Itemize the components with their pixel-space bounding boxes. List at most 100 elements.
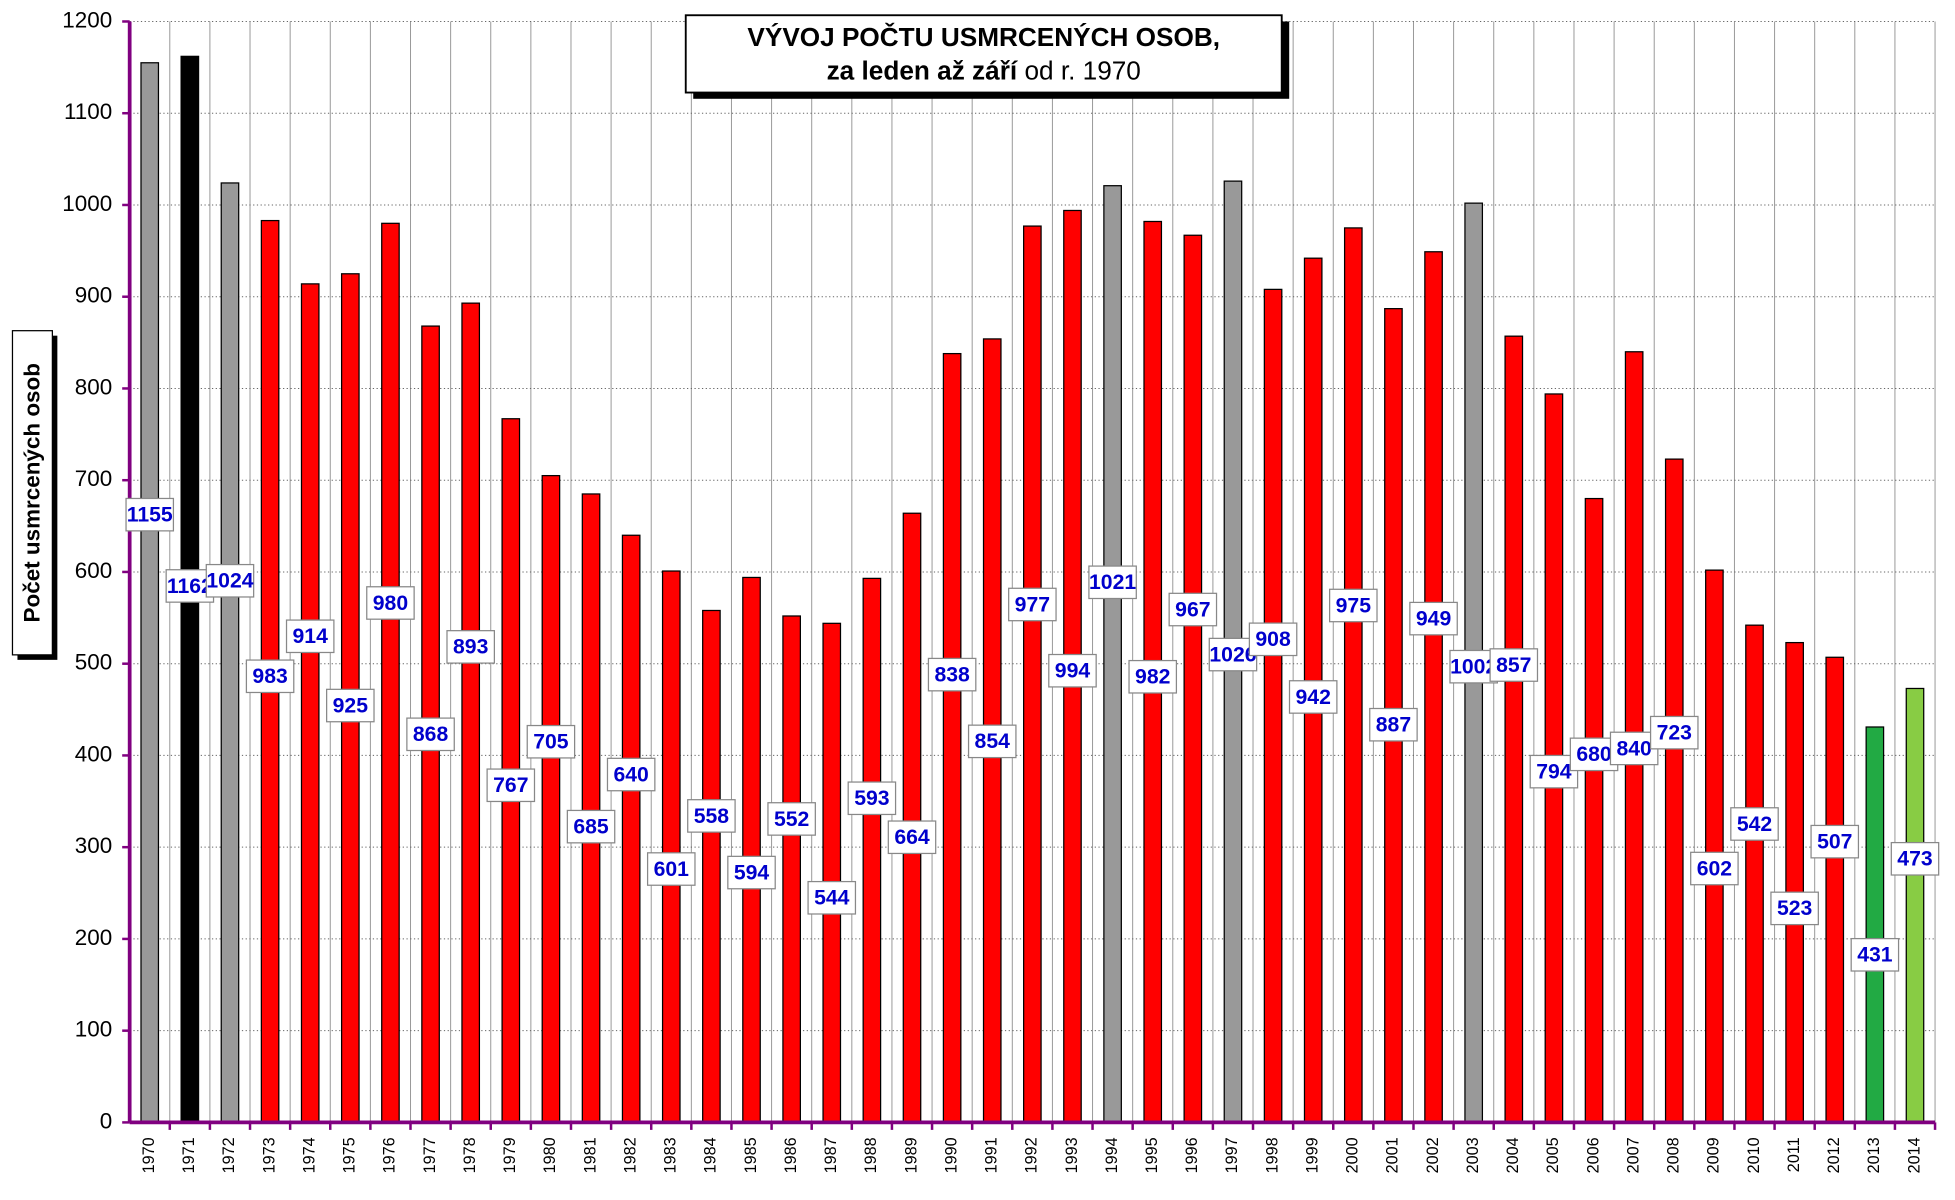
- value-label-box: [887, 820, 937, 855]
- x-tick-label: 1986: [782, 1137, 800, 1173]
- y-tick-label: 1000: [62, 191, 112, 216]
- x-tick-label: 1991: [983, 1137, 1001, 1173]
- bar: [1745, 624, 1764, 1124]
- value-label-box: [1409, 601, 1458, 636]
- value-label: 887: [1376, 714, 1411, 737]
- value-label: 893: [453, 636, 489, 659]
- value-label-box: [1128, 659, 1178, 694]
- value-label-box: [1329, 588, 1378, 623]
- value-label-box: [1248, 622, 1298, 657]
- value-label: 685: [573, 815, 609, 838]
- value-label: 602: [1697, 857, 1732, 880]
- value-label-box: [1890, 841, 1940, 876]
- value-label-box: [1048, 653, 1097, 688]
- value-label-box: [406, 717, 455, 752]
- value-label-box: [366, 586, 415, 620]
- value-label-box: [1810, 824, 1860, 859]
- value-label: 840: [1616, 737, 1651, 760]
- value-label-box: [1168, 592, 1218, 627]
- value-label: 593: [854, 787, 890, 810]
- value-label-box: [1288, 680, 1338, 714]
- chart-title: VÝVOJ POČTU USMRCENÝCH OSOB,: [747, 22, 1220, 52]
- x-tick-label: 2012: [1825, 1137, 1843, 1173]
- x-tick-label: 1987: [822, 1137, 840, 1173]
- bar: [300, 283, 320, 1124]
- value-label: 1024: [206, 570, 253, 593]
- value-label-box: [727, 855, 776, 890]
- plot-area: 0 100 200 300 400 500 600 700 800 900 1000 1100 1200…: [62, 7, 1940, 1173]
- x-tick-label: 2009: [1705, 1137, 1723, 1173]
- value-label: 794: [1536, 760, 1572, 783]
- value-label-box: [1008, 587, 1057, 622]
- value-label: 705: [533, 731, 569, 754]
- value-label-box: [687, 799, 736, 833]
- bar: [1825, 656, 1845, 1124]
- value-label: 1021: [1089, 571, 1136, 594]
- value-label: 601: [654, 858, 690, 881]
- value-label-box: [205, 563, 255, 598]
- y-tick-label: 900: [75, 283, 112, 308]
- x-tick-label: 1978: [461, 1137, 479, 1173]
- bar: [621, 534, 641, 1124]
- x-tick-label: 1970: [140, 1137, 158, 1173]
- bar: [862, 577, 882, 1124]
- value-label-box: [1088, 565, 1137, 600]
- bar: [1183, 234, 1203, 1124]
- y-tick-label: 100: [75, 1017, 112, 1042]
- bar: [220, 182, 240, 1124]
- x-tick-label: 2003: [1464, 1137, 1482, 1173]
- value-label-box: [125, 497, 175, 532]
- title-box: [684, 14, 1283, 94]
- x-tick-label: 1996: [1183, 1137, 1201, 1173]
- x-tick-label: 2000: [1344, 1137, 1362, 1173]
- x-tick-label: 2013: [1865, 1137, 1883, 1173]
- value-label-box: [326, 688, 375, 723]
- value-label: 1002: [1450, 656, 1497, 679]
- x-tick-label: 1999: [1303, 1137, 1321, 1173]
- x-tick-label: 2005: [1544, 1137, 1562, 1173]
- bar: [581, 493, 601, 1124]
- x-tick-label: 2006: [1584, 1137, 1602, 1173]
- value-label-box: [446, 630, 495, 664]
- bar: [661, 570, 681, 1124]
- value-label-box: [285, 619, 335, 654]
- x-tick-label: 2010: [1745, 1137, 1763, 1173]
- subtitle-normal: od r. 1970: [1024, 56, 1140, 86]
- value-label: 967: [1175, 598, 1210, 621]
- x-tick-label: 2007: [1624, 1137, 1642, 1173]
- value-label: 523: [1777, 897, 1813, 920]
- x-tick-label: 2001: [1384, 1137, 1402, 1173]
- x-tick-label: 2004: [1504, 1137, 1522, 1173]
- bar: [1343, 227, 1363, 1124]
- value-label: 975: [1336, 594, 1372, 617]
- value-label: 925: [333, 694, 369, 717]
- y-tick-label: 1100: [64, 99, 112, 124]
- x-tick-label: 1997: [1223, 1137, 1241, 1173]
- value-label: 558: [694, 805, 730, 828]
- bar: [902, 512, 922, 1124]
- x-tick-label: 1973: [260, 1137, 278, 1173]
- y-tick-label: 500: [75, 650, 112, 675]
- x-tick-label: 1977: [421, 1137, 439, 1173]
- y-tick-label: 600: [75, 558, 112, 583]
- x-tick-label: 1972: [220, 1137, 238, 1173]
- value-label: 994: [1055, 660, 1091, 683]
- value-label: 1162: [167, 575, 213, 598]
- x-tick-label: 1985: [742, 1137, 760, 1173]
- value-label-box: [646, 852, 696, 886]
- value-label: 983: [252, 665, 288, 688]
- x-tick-label: 1994: [1103, 1137, 1121, 1173]
- value-label: 544: [814, 887, 850, 910]
- bar: [381, 222, 400, 1124]
- value-label-box: [486, 768, 536, 803]
- bar: [782, 615, 801, 1124]
- bar: [1584, 497, 1604, 1124]
- value-label-box: [1569, 737, 1619, 772]
- x-tick-label: 1983: [662, 1137, 680, 1173]
- value-label-box: [1609, 731, 1659, 766]
- bar: [1664, 458, 1684, 1124]
- value-label: 908: [1255, 628, 1291, 651]
- y-tick-label: 200: [75, 925, 112, 950]
- chart-subtitle: za leden až září od r. 1970: [827, 56, 1141, 86]
